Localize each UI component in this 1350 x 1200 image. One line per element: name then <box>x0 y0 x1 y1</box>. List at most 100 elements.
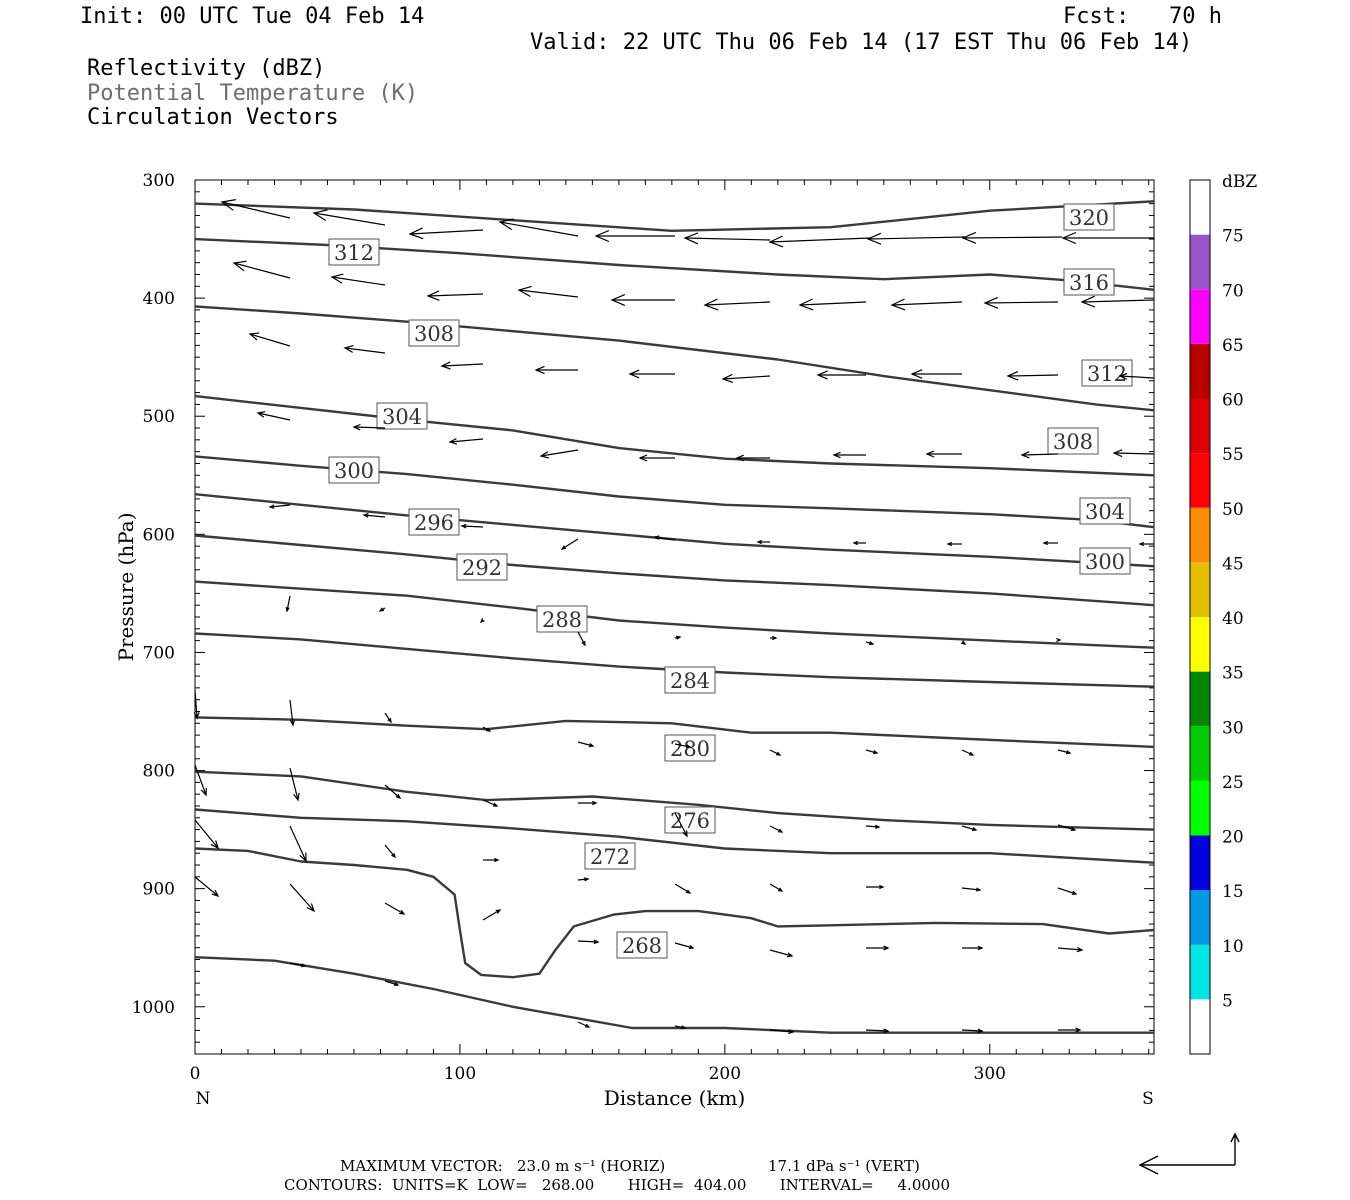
y-tick-label: 500 <box>143 407 175 427</box>
circulation-vector <box>426 290 484 301</box>
contour-label-box <box>664 666 716 694</box>
x-axis-label: Distance (km) <box>604 1086 746 1110</box>
contour-label-box <box>376 402 428 430</box>
contour-label: 276 <box>670 809 710 833</box>
circulation-vector <box>1118 372 1155 380</box>
circulation-vector <box>674 942 695 950</box>
circulation-vector <box>268 504 291 509</box>
circulation-vector <box>498 218 579 237</box>
circulation-vector <box>674 883 692 894</box>
circulation-vector <box>769 949 794 958</box>
colorbar-level: 65 <box>1222 336 1244 356</box>
max-vector-label: MAXIMUM VECTOR: <box>340 1157 503 1175</box>
theta-contour-312 <box>194 305 1155 412</box>
circulation-vector <box>798 298 867 311</box>
x-tick-label: 300 <box>974 1064 1006 1084</box>
circulation-vector <box>1006 370 1059 381</box>
circulation-vector <box>946 541 962 547</box>
circulation-vector <box>256 411 291 421</box>
colorbar-segment <box>1190 999 1210 1054</box>
circulation-vector <box>1061 231 1154 245</box>
forecast-hour: Fcst: 70 h <box>1063 4 1222 29</box>
circulation-vector <box>816 370 866 380</box>
circulation-vector <box>962 945 984 951</box>
circulation-vector <box>330 273 386 286</box>
colorbar-level: 25 <box>1222 773 1244 793</box>
contour-label: 312 <box>1087 362 1127 386</box>
circulation-vector <box>910 369 962 379</box>
circulation-vector <box>289 767 300 802</box>
y-tick-label: 1000 <box>132 998 175 1018</box>
circulation-vector <box>1057 749 1072 755</box>
circulation-vector <box>961 231 1063 244</box>
circulation-vector <box>352 423 386 431</box>
colorbar-level: 70 <box>1222 281 1244 301</box>
contour-label-box <box>1063 268 1115 296</box>
circulation-vector <box>866 232 966 245</box>
circulation-vector <box>289 883 316 913</box>
circulation-vector <box>770 635 778 641</box>
y-tick-label: 300 <box>143 171 175 191</box>
y-tick-label: 400 <box>143 289 175 309</box>
circulation-vector <box>482 799 499 807</box>
circulation-vector <box>248 332 291 347</box>
contour-label-box <box>616 931 668 959</box>
field-reflectivity: Reflectivity (dBZ) <box>87 56 326 81</box>
contour-label: 304 <box>382 405 422 429</box>
circulation-vector <box>232 260 291 279</box>
circulation-vector <box>721 373 771 383</box>
circulation-vector <box>194 764 207 797</box>
colorbar-segment <box>1190 234 1210 290</box>
circulation-vector <box>865 824 881 829</box>
circulation-vector <box>534 365 578 375</box>
circulation-vector <box>289 825 307 863</box>
contour-label: 312 <box>334 241 374 265</box>
colorbar-level: 40 <box>1222 609 1244 629</box>
circulation-vector <box>194 819 219 850</box>
circulation-vector <box>890 298 963 311</box>
theta-contour-292 <box>194 580 1155 649</box>
colorbar-level: 50 <box>1222 500 1244 520</box>
circulation-vector <box>674 812 688 838</box>
circulation-vector <box>1042 540 1058 546</box>
colorbar-segment <box>1190 343 1210 399</box>
circulation-vector <box>408 227 484 240</box>
circulation-vector <box>384 844 396 859</box>
contour-label-box <box>456 553 508 581</box>
max-vector-vert: 17.1 dPa s⁻¹ (VERT) <box>768 1157 920 1175</box>
circulation-vector <box>674 1025 687 1030</box>
circulation-vector <box>1057 824 1077 832</box>
circulation-vector <box>925 450 962 458</box>
colorbar-level: 45 <box>1222 554 1244 574</box>
circulation-vector <box>578 800 598 806</box>
circulation-vector <box>960 640 967 645</box>
y-tick-label: 800 <box>143 762 175 782</box>
north-label: N <box>196 1089 211 1109</box>
circulation-vector <box>194 876 220 897</box>
contour-label: 308 <box>414 322 454 346</box>
contour-label-box <box>1079 547 1131 575</box>
circulation-vector <box>983 296 1059 309</box>
circulation-vector <box>769 883 784 892</box>
circulation-vector <box>961 825 978 832</box>
circulation-vector <box>769 825 784 833</box>
theta-contour-280 <box>194 770 1155 831</box>
contour-label: 304 <box>1085 500 1125 524</box>
circulation-vector <box>683 232 771 245</box>
colorbar-level: 75 <box>1222 227 1244 247</box>
contour-label: 308 <box>1053 430 1093 454</box>
circulation-vector <box>1057 946 1084 953</box>
colorbar-segment <box>1190 507 1210 563</box>
colorbar-segment <box>1190 944 1210 1000</box>
contour-label: 292 <box>462 556 502 580</box>
theta-contour-284 <box>194 716 1155 749</box>
x-tick-label: 200 <box>709 1064 741 1084</box>
circulation-vector <box>577 939 600 945</box>
contour-info: CONTOURS: UNITS=K LOW= 268.00 HIGH= 404.… <box>284 1176 950 1194</box>
circulation-vector <box>961 887 982 892</box>
theta-contour-272 <box>194 847 1155 979</box>
theta-contour-276 <box>194 808 1155 864</box>
contour-label-box <box>1079 497 1131 525</box>
circulation-vector <box>832 451 866 459</box>
circulation-vector <box>1056 637 1062 643</box>
